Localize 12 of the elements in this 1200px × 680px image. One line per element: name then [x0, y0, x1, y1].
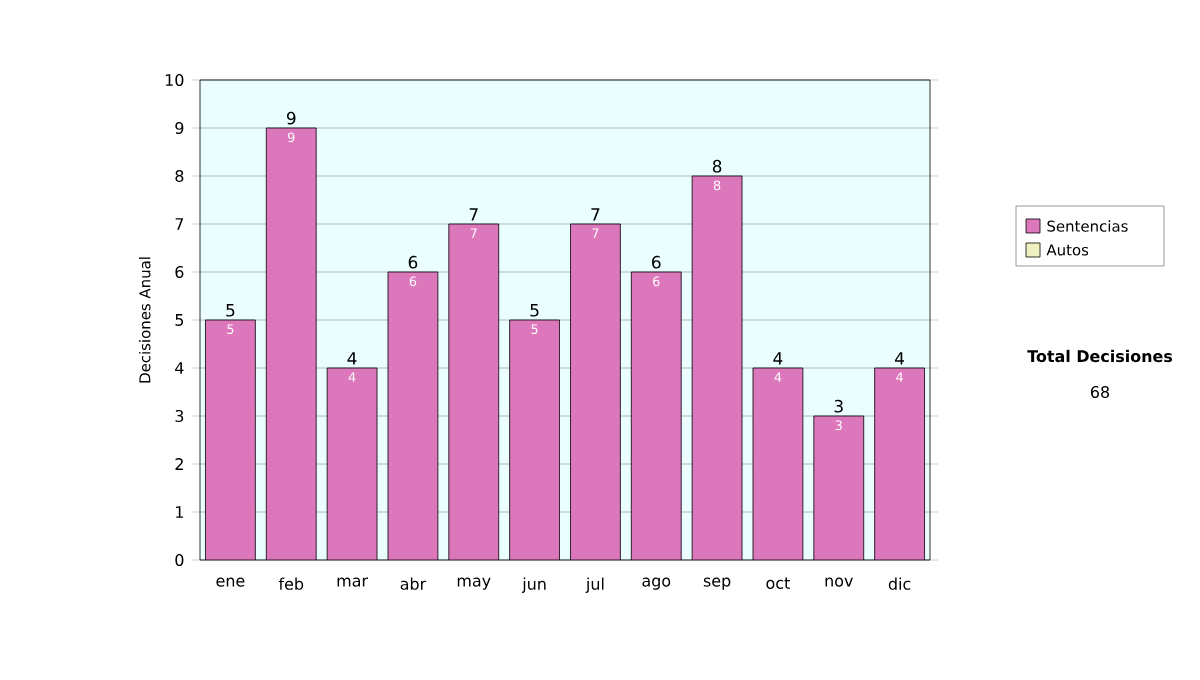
- total-label: 9: [286, 111, 296, 125]
- total-label: 5: [226, 304, 235, 317]
- total-label: 7: [469, 208, 478, 221]
- total-label: 6: [652, 255, 661, 269]
- total-label: 3: [834, 399, 843, 413]
- total-label: 7: [591, 208, 600, 221]
- total-label: 8: [712, 159, 722, 173]
- total-label: 4: [347, 352, 357, 365]
- total-label: 5: [530, 304, 539, 317]
- total-label: 4: [773, 352, 783, 365]
- total-label: 4: [895, 352, 905, 365]
- total-label: 6: [408, 255, 418, 269]
